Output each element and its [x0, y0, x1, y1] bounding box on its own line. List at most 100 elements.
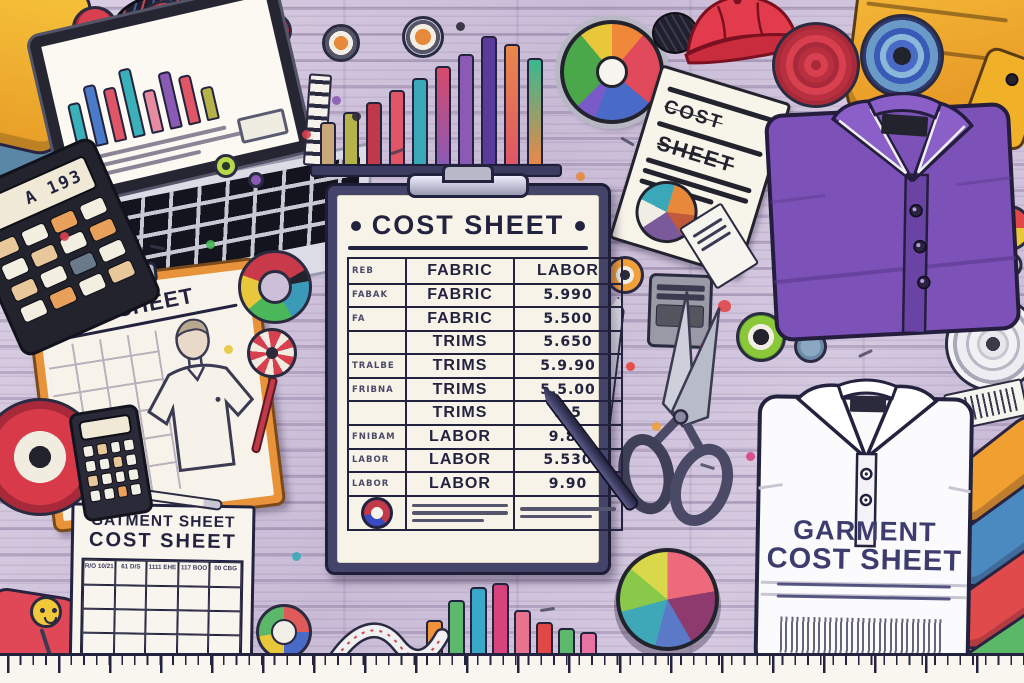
grid-cell	[208, 610, 241, 635]
bar	[492, 583, 509, 663]
row-item: FABRIC	[405, 282, 515, 309]
grid-cell	[113, 608, 146, 634]
purple-button	[248, 172, 264, 188]
row-value: 5.5.00	[513, 376, 623, 403]
row-item: LABOR	[405, 447, 515, 474]
white-polo-shirt: GARMENT COST SHEET	[749, 368, 980, 676]
doodle-dot	[352, 112, 361, 121]
row-item: FABRIC	[405, 306, 515, 332]
calculator-key	[111, 455, 125, 469]
tick-doodle	[620, 136, 635, 147]
bar	[504, 44, 520, 166]
header-cell: REB	[347, 256, 407, 285]
row-label: FA	[347, 306, 407, 332]
bar	[458, 54, 474, 166]
cost-table-header: REB FABRIC LABOR	[347, 256, 623, 285]
row-value: 5.650	[513, 329, 623, 356]
row-item: TRIMS	[405, 329, 515, 356]
measuring-tape-ribbon	[330, 622, 448, 666]
bar	[435, 66, 451, 166]
scribble-line	[520, 507, 616, 511]
grid-cell	[82, 608, 115, 633]
header-cell: FABRIC	[405, 256, 515, 285]
bottom-pie-chart	[616, 548, 719, 651]
calculator-key	[95, 442, 109, 457]
bullet-dot-icon	[350, 220, 361, 231]
row-label: FABAK	[347, 282, 407, 309]
grid-cell	[145, 585, 178, 610]
row-item: TRIMS	[405, 353, 515, 379]
cost-table-row: LABOR LABOR 9.90	[347, 471, 623, 497]
footer-cell	[513, 494, 623, 531]
calculator-key	[125, 453, 138, 467]
calculator-key	[48, 208, 80, 235]
header-cell: LABOR	[513, 256, 623, 285]
bar	[320, 122, 336, 166]
cost-table-footer	[347, 494, 623, 531]
row-label: FRIBNA	[347, 376, 407, 403]
red-yarn-spool	[772, 22, 860, 108]
calculator-key	[113, 469, 127, 484]
calculator-key	[0, 255, 31, 282]
calculator-key	[78, 195, 109, 222]
grid-header-cell: R/O 10/21	[83, 559, 116, 585]
sheet-title-line2: COST SHEET	[88, 528, 237, 553]
calculator-key	[102, 486, 116, 501]
doodle-dot	[746, 452, 755, 461]
cost-table-row: FRIBNA TRIMS 5.5.00	[347, 376, 623, 403]
row-value: 5.990	[513, 282, 623, 309]
grid-header-cell: 117 BOO	[177, 560, 210, 587]
doodle-dot	[60, 232, 69, 241]
grid-header-cell: 00 CBG	[209, 561, 242, 587]
purple-polo-shirt	[764, 92, 1021, 342]
calculator-key	[38, 263, 70, 290]
row-item: TRIMS	[405, 400, 515, 427]
doodle-dot	[626, 362, 635, 371]
row-item: TRIMS	[405, 376, 515, 403]
doodle-dot	[456, 22, 465, 31]
title-underline	[348, 246, 588, 250]
grid-header-cell: 61 D/S	[114, 559, 147, 586]
clipboard-clip	[407, 173, 529, 198]
clipboard-title: COST SHEET	[371, 210, 565, 240]
bottom-bar-chart	[426, 581, 597, 663]
calculator-key	[18, 297, 50, 324]
doodle-dot	[292, 552, 301, 561]
grid-cell	[145, 609, 178, 634]
screen-panel	[236, 107, 290, 145]
sheet-grid: R/O 10/21 61 D/S 1111 EHE 117 BOO 00 CBG	[79, 557, 244, 661]
row-label	[347, 400, 407, 427]
heart-doodle	[718, 300, 731, 312]
scribble-line	[412, 518, 484, 523]
clipboard-paper: COST SHEET	[35, 268, 275, 522]
calculator-key	[77, 271, 108, 298]
calculator-keypad	[82, 438, 143, 503]
doodle-dot	[302, 130, 311, 139]
grid-cell	[82, 584, 115, 609]
doodle-dot	[576, 172, 585, 181]
calculator-display	[78, 413, 133, 442]
calculator-key	[29, 242, 60, 269]
color-wheel-chart	[560, 20, 664, 124]
grid-cell	[177, 609, 210, 635]
ascending-bar-chart	[320, 32, 543, 166]
cost-table-row: FABAK FABRIC 5.990	[347, 282, 623, 309]
calculator-key	[89, 489, 102, 503]
cost-table-row: LABOR LABOR 5.530	[347, 447, 623, 474]
calculator-key	[122, 438, 136, 452]
row-label: LABOR	[347, 447, 407, 474]
calculator-key	[106, 258, 137, 285]
cost-table-row: FA FABRIC 5.500	[347, 306, 623, 332]
scribble-line	[520, 514, 592, 519]
row-label: FNIBAM	[347, 424, 407, 450]
calculator-key	[9, 276, 40, 303]
doodle-dot	[206, 240, 215, 249]
bar	[412, 78, 428, 166]
bar	[366, 102, 382, 166]
row-label	[347, 329, 407, 356]
person-sketch	[147, 318, 255, 473]
striped-button-icon	[247, 328, 297, 378]
doodle-dot	[332, 96, 341, 105]
calculator-key	[127, 467, 140, 482]
calculator-key	[82, 444, 95, 459]
